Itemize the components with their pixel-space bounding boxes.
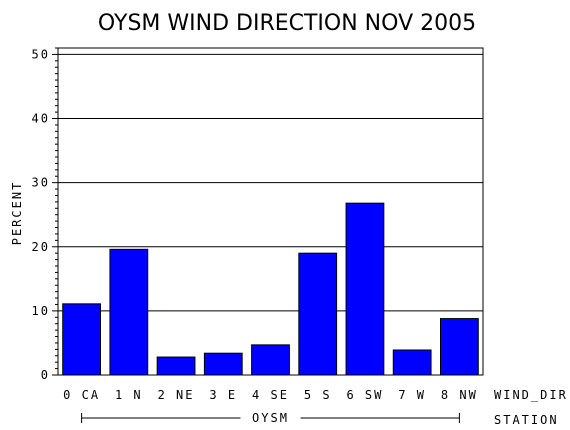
bar-0 xyxy=(62,303,101,376)
x-tick-label: 1 N xyxy=(115,388,143,402)
x-axis-label-station: STATION xyxy=(494,413,559,427)
bar-5 xyxy=(298,252,338,376)
y-tick-label: 0 xyxy=(41,368,50,382)
bar-8 xyxy=(440,318,479,376)
x-tick-label: 7 W xyxy=(398,388,426,402)
x-tick-label: 4 SE xyxy=(252,388,289,402)
bar-6 xyxy=(345,202,385,376)
y-axis: 0 10 20 30 40 50 xyxy=(32,47,58,382)
bars xyxy=(62,202,479,376)
x-tick-label: 8 NW xyxy=(441,388,478,402)
plot-frame xyxy=(57,47,484,376)
bar-1 xyxy=(109,248,149,376)
bar-7 xyxy=(392,349,432,376)
x-tick-label: 2 NE xyxy=(158,388,195,402)
y-tick-label: 50 xyxy=(32,47,50,61)
station-group: OYSM xyxy=(81,411,460,425)
y-tick-label: 40 xyxy=(32,112,50,126)
x-tick-label: 3 E xyxy=(209,388,237,402)
y-axis-label: PERCENT xyxy=(10,181,24,246)
x-tick-label: 6 SW xyxy=(346,388,383,402)
bar-4 xyxy=(251,344,290,376)
x-axis: 0 CA 1 N 2 NE 3 E 4 SE 5 S 6 SW 7 W 8 NW xyxy=(63,388,478,402)
bar-2 xyxy=(156,356,196,376)
y-tick-label: 10 xyxy=(32,304,50,318)
y-tick-label: 30 xyxy=(32,176,50,190)
x-axis-label-wind-dir: WIND_DIR xyxy=(494,388,568,402)
y-tick-label: 20 xyxy=(32,240,50,254)
x-tick-label: 0 CA xyxy=(63,388,100,402)
gridlines xyxy=(58,53,483,312)
chart-title: OYSM WIND DIRECTION NOV 2005 xyxy=(98,11,476,36)
group-label: OYSM xyxy=(252,411,289,425)
x-tick-label: 5 S xyxy=(304,388,332,402)
bar-3 xyxy=(203,352,243,376)
